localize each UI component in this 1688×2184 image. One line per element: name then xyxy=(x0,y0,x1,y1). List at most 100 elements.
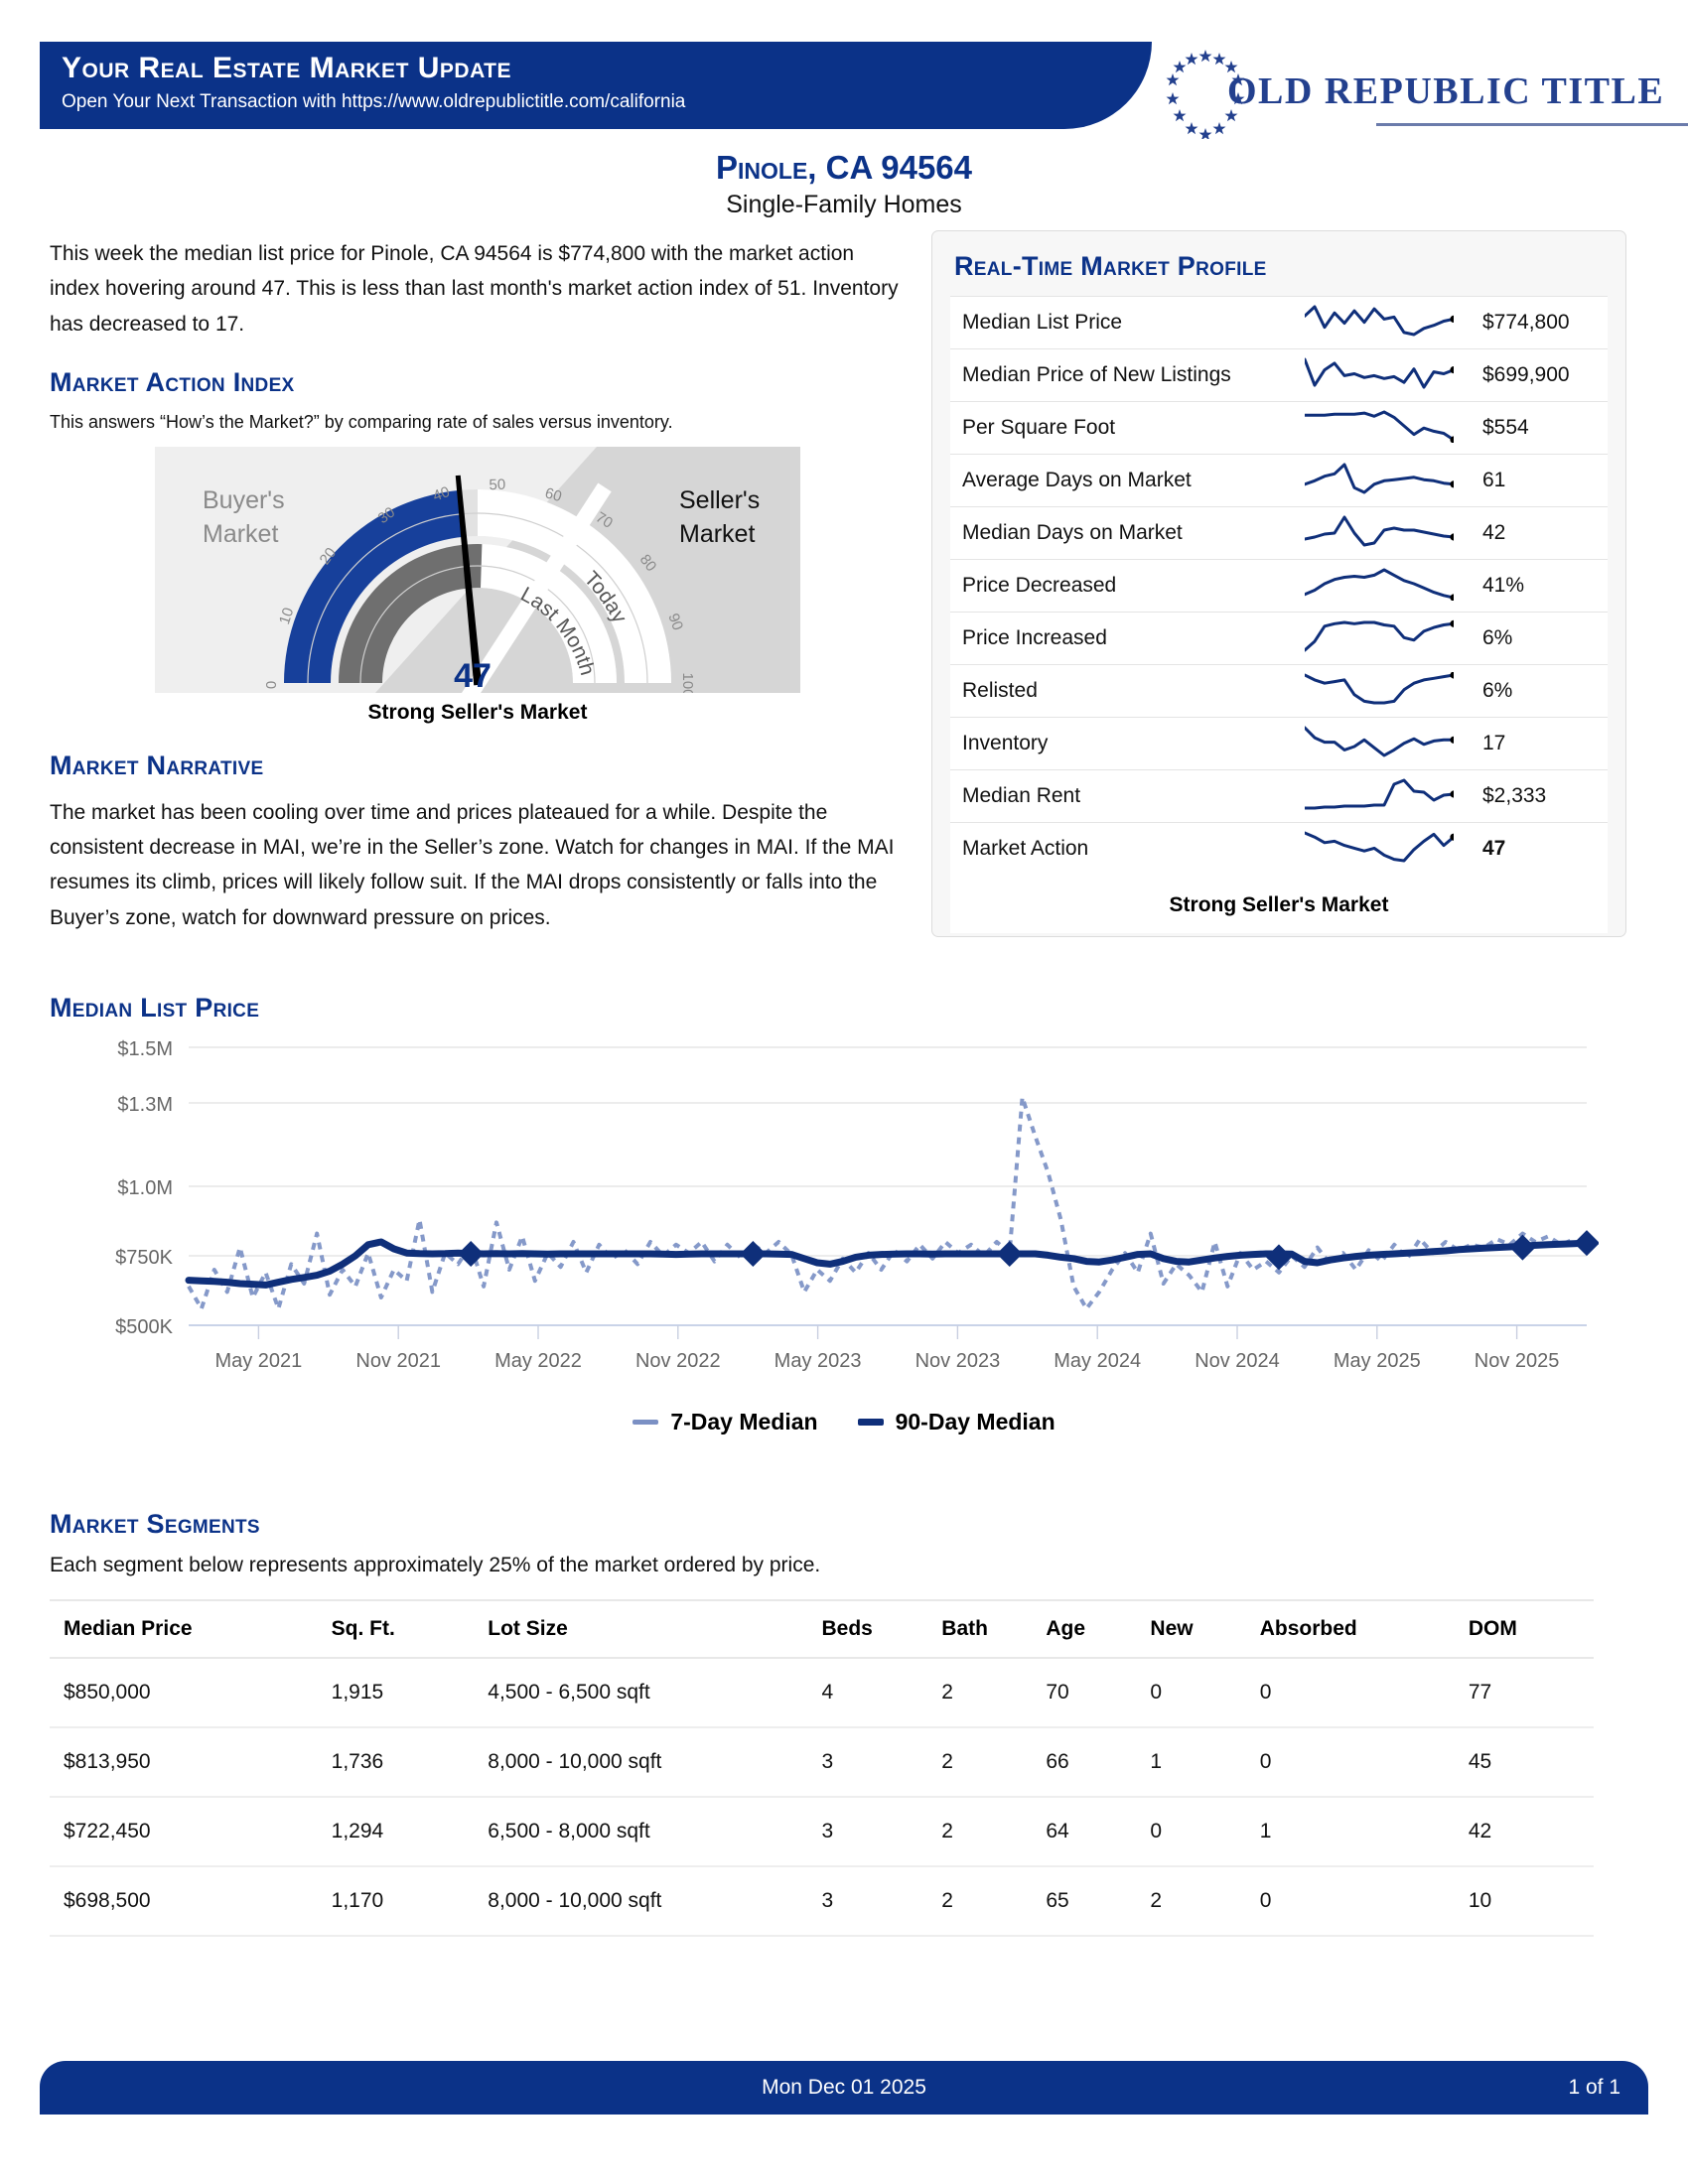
table-cell: 1,915 xyxy=(331,1658,489,1728)
table-cell: 0 xyxy=(1150,1797,1260,1867)
legend-swatch-7day-icon xyxy=(633,1420,659,1425)
chart-xtick-label: Nov 2021 xyxy=(355,1350,441,1372)
table-cell: 3 xyxy=(821,1866,942,1937)
profile-row: Market Action 47 xyxy=(950,822,1608,876)
gauge-tick-90: 90 xyxy=(664,612,686,632)
table-cell: 8,000 - 10,000 sqft xyxy=(488,1866,822,1937)
profile-row: Per Square Foot $554 xyxy=(950,401,1608,455)
profile-row-value: 17 xyxy=(1469,717,1608,770)
chart-marker-diamond xyxy=(1509,1234,1536,1261)
legend-swatch-90day-icon xyxy=(857,1419,884,1426)
chart-marker-diamond xyxy=(1574,1230,1600,1257)
chart-legend: 7-Day Median 90-Day Median xyxy=(50,1409,1638,1435)
chart-xtick-label: May 2023 xyxy=(774,1350,862,1372)
page-title: Pinole, CA 94564 xyxy=(716,149,972,186)
chart-marker-diamond xyxy=(740,1241,767,1268)
chart-ytick-label: $1.5M xyxy=(117,1038,173,1060)
footer-page-number: 1 of 1 xyxy=(1568,2076,1620,2099)
chart-xtick-label: May 2024 xyxy=(1054,1350,1141,1372)
real-time-market-profile-panel: Real-Time Market Profile Median List Pri… xyxy=(931,230,1626,937)
chart-xtick-label: Nov 2022 xyxy=(635,1350,721,1372)
brand-name: OLD REPUBLIC TITLE xyxy=(1227,70,1665,112)
chart-xtick-label: May 2022 xyxy=(494,1350,582,1372)
profile-row-label: Per Square Foot xyxy=(950,401,1290,455)
table-column-header: Absorbed xyxy=(1259,1599,1469,1659)
gauge-tick-40: 40 xyxy=(431,483,452,505)
table-cell: 66 xyxy=(1046,1727,1151,1798)
chart-series-7day xyxy=(187,1095,1575,1311)
table-cell: $698,500 xyxy=(50,1866,332,1937)
gauge-tick-20: 20 xyxy=(317,544,341,567)
profile-row-value: 47 xyxy=(1469,822,1608,876)
profile-row-sparkline xyxy=(1290,348,1469,402)
profile-row: Median Price of New Listings $699,900 xyxy=(950,348,1608,402)
chart-marker-diamond xyxy=(1265,1244,1292,1271)
chart-xtick-label: May 2025 xyxy=(1334,1350,1421,1372)
table-cell: 3 xyxy=(821,1797,942,1867)
profile-row-label: Market Action xyxy=(950,822,1290,876)
profile-row-label: Relisted xyxy=(950,664,1290,718)
profile-row-value: $554 xyxy=(1469,401,1608,455)
gauge-seller-label-1: Seller's xyxy=(679,486,760,514)
profile-row-value: 42 xyxy=(1469,506,1608,560)
table-cell: 70 xyxy=(1046,1658,1151,1728)
brand-logo: OLD REPUBLIC TITLE xyxy=(1160,48,1688,139)
median-list-price-chart: $500K $750K $1.0M $1.3M $1.5M May 2021 Nov 202… xyxy=(50,1037,1600,1395)
profile-row-sparkline xyxy=(1290,506,1469,560)
table-cell: 42 xyxy=(1468,1797,1594,1867)
table-cell: 1,170 xyxy=(331,1866,489,1937)
chart-xtick-label: Nov 2025 xyxy=(1475,1350,1560,1372)
gauge-tick-0: 0 xyxy=(263,681,280,689)
chart-marker-diamond xyxy=(458,1241,485,1268)
table-cell: 1 xyxy=(1259,1797,1469,1867)
market-narrative-text: The market has been cooling over time an… xyxy=(50,800,895,929)
profile-row-value: 6% xyxy=(1469,664,1608,718)
chart-ytick-label: $1.0M xyxy=(117,1177,173,1199)
profile-row: Median Days on Market 42 xyxy=(950,506,1608,560)
table-cell: 2 xyxy=(941,1658,1047,1728)
profile-heading: Real-Time Market Profile xyxy=(954,251,1267,281)
median-list-price-section: Median List Price $500K $750K $1.0M $1.3M $1… xyxy=(50,993,1638,1435)
table-cell: $722,450 xyxy=(50,1797,332,1867)
profile-row-value: 41% xyxy=(1469,559,1608,613)
profile-row: Median Rent $2,333 xyxy=(950,769,1608,823)
stars-circle-icon xyxy=(1166,50,1245,139)
section-heading-market-action-index: Market Action Index xyxy=(50,366,295,397)
table-header-row: Median Price Sq. Ft. Lot Size Beds Bath Age Ne… xyxy=(50,1599,1594,1659)
header-banner: Your Real Estate Market Update Open Your… xyxy=(40,42,1152,129)
chart-series-90day xyxy=(185,1238,1591,1289)
section-heading-market-segments: Market Segments xyxy=(50,1509,260,1539)
table-cell: 45 xyxy=(1468,1727,1594,1798)
market-segments-section: Market Segments Each segment below repre… xyxy=(50,1509,1638,1937)
table-cell: 0 xyxy=(1259,1866,1469,1937)
table-row: $813,950 1,736 8,000 - 10,000 sqft 3 2 66 1 0 45 xyxy=(50,1727,1594,1798)
page-footer: Mon Dec 01 2025 1 of 1 xyxy=(40,2061,1648,2115)
table-column-header: New xyxy=(1150,1599,1260,1659)
chart-marker-diamond xyxy=(996,1241,1023,1268)
legend-item-90day: 90-Day Median xyxy=(857,1409,1055,1435)
table-cell: 1,294 xyxy=(331,1797,489,1867)
table-cell: 0 xyxy=(1259,1727,1469,1798)
profile-row-sparkline xyxy=(1290,296,1469,349)
profile-row-sparkline xyxy=(1290,664,1469,718)
intro-paragraph: This week the median list price for Pino… xyxy=(50,242,899,336)
gauge-buyer-label-1: Buyer's xyxy=(203,486,285,514)
table-column-header: Median Price xyxy=(50,1599,332,1659)
profile-row-label: Median Rent xyxy=(950,769,1290,823)
table-column-header: Sq. Ft. xyxy=(331,1599,489,1659)
table-cell: $813,950 xyxy=(50,1727,332,1798)
gauge-caption: Strong Seller's Market xyxy=(367,700,588,724)
profile-footer-label: Strong Seller's Market xyxy=(950,875,1608,933)
chart-ytick-label: $500K xyxy=(115,1316,173,1338)
table-cell: 10 xyxy=(1468,1866,1594,1937)
market-segments-note: Each segment below represents approximat… xyxy=(50,1554,821,1576)
gauge-tick-70: 70 xyxy=(593,508,616,531)
chart-xtick-label: Nov 2024 xyxy=(1195,1350,1280,1372)
profile-row: Average Days on Market 61 xyxy=(950,454,1608,507)
profile-row-value: $699,900 xyxy=(1469,348,1608,402)
section-heading-median-list-price: Median List Price xyxy=(50,993,260,1023)
legend-label-90day: 90-Day Median xyxy=(895,1409,1055,1434)
table-cell: 4,500 - 6,500 sqft xyxy=(488,1658,822,1728)
footer-date: Mon Dec 01 2025 xyxy=(762,2076,926,2099)
